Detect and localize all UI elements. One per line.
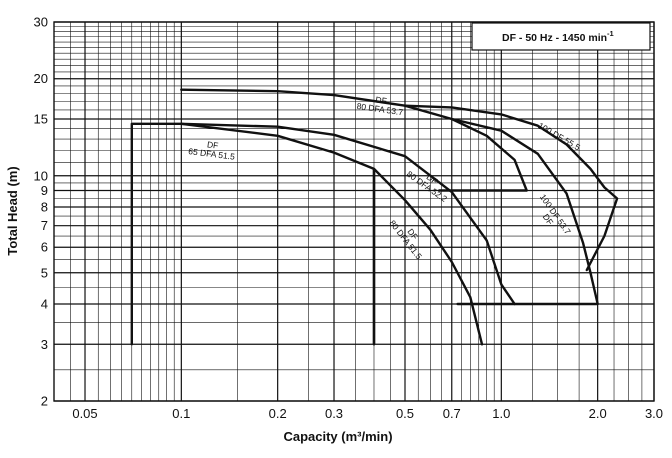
curve-label-line: 100 DF 55.5 [536, 120, 582, 152]
y-tick-label: 6 [41, 240, 48, 255]
x-tick-label: 0.2 [269, 406, 287, 421]
y-tick-label: 10 [34, 168, 48, 183]
curve-label-line: 65 DFA 51.5 [188, 146, 236, 162]
curve-label-6: 100 DF 53.7DF [531, 192, 574, 241]
x-tick-label: 0.7 [443, 406, 461, 421]
title-box [471, 22, 651, 51]
pump-curves [130, 88, 619, 346]
pump-curve-1 [130, 122, 376, 346]
grid [53, 21, 655, 402]
curve-label-1: DF65 DFA 51.5 [188, 137, 237, 162]
curve-label-line: DF [206, 139, 218, 150]
pump-curve-3 [180, 122, 516, 306]
y-tick-label: 15 [34, 112, 48, 127]
x-tick-label: 3.0 [645, 406, 663, 421]
y-tick-label: 4 [41, 296, 48, 311]
x-tick-label: 1.0 [492, 406, 510, 421]
y-tick-label: 9 [41, 183, 48, 198]
curve-label-5: 100 DF 55.5 [536, 120, 582, 152]
y-tick-label: 8 [41, 199, 48, 214]
y-tick-label: 5 [41, 265, 48, 280]
x-tick-label: 0.05 [72, 406, 97, 421]
y-axis-title: Total Head (m) [5, 166, 20, 255]
y-tick-label: 2 [41, 394, 48, 409]
y-tick-label: 20 [34, 71, 48, 86]
pump-curve-6 [450, 117, 599, 306]
x-tick-label: 0.5 [396, 406, 414, 421]
y-tick-label: 3 [41, 337, 48, 352]
x-tick-label: 0.3 [325, 406, 343, 421]
chart-title: DF - 50 Hz - 1450 min-1 [502, 29, 614, 44]
chart-title-box: DF - 50 Hz - 1450 min-1 [471, 22, 651, 51]
x-axis-title: Capacity (m³/min) [283, 429, 392, 444]
curve-label-2: DF80 DFA 51.5 [387, 213, 431, 262]
pump-curve-2 [372, 167, 484, 346]
y-tick-label: 30 [34, 15, 48, 30]
plot-frame [53, 21, 655, 402]
curve-label-line: 80 DFA 51.5 [387, 218, 424, 261]
x-tick-label: 2.0 [589, 406, 607, 421]
curve-label-line: DF [375, 94, 388, 105]
x-tick-label: 0.1 [172, 406, 190, 421]
pump-curve-5 [403, 104, 619, 272]
y-tick-label: 7 [41, 218, 48, 233]
